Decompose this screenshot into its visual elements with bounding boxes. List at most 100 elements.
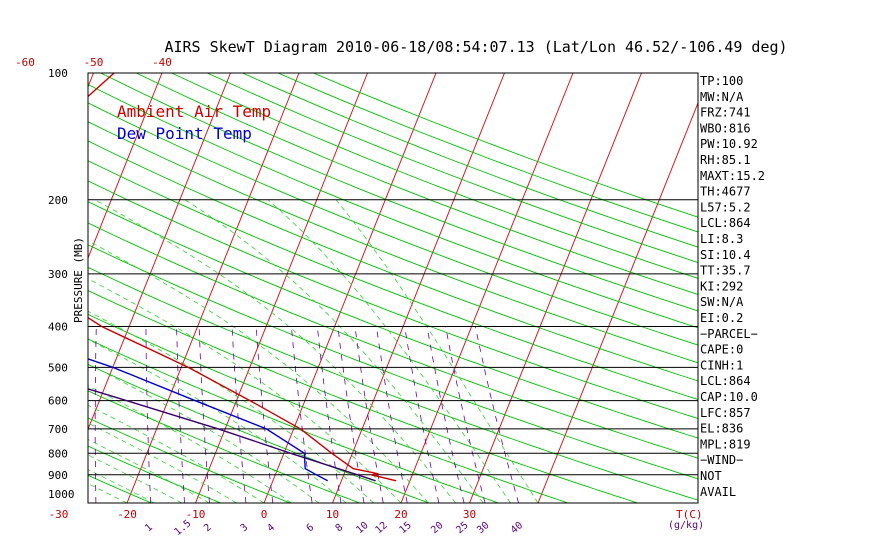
top-temp-tick-label: -50 (84, 56, 104, 69)
dewpoint-profile (88, 358, 329, 482)
index-row: KI:292 (700, 279, 743, 293)
mixing-ratio-tick-label: 2 (202, 522, 214, 534)
mixing-ratio-tick-label: 1 (143, 522, 155, 534)
isotherm-line (469, 73, 642, 503)
pressure-tick-label: 900 (48, 469, 68, 482)
moist-adiabat-line (267, 199, 511, 503)
grid-layer (0, 73, 698, 504)
mixing-ratio-tick-label: 40 (509, 520, 525, 536)
y-axis-label: PRESSURE (MB) (72, 237, 85, 323)
mixing-ratio-line (198, 326, 210, 503)
top-temp-tick-label: -60 (15, 56, 35, 69)
bottom-temp-tick-label: -10 (186, 508, 206, 521)
index-row: CAP:10.0 (700, 390, 758, 404)
mixing-ratio-line (337, 326, 365, 503)
pressure-tick-label: 600 (48, 395, 68, 408)
bottom-temp-tick-label: 30 (463, 508, 476, 521)
axes-layer: 1002003004005006007008009001000-120-110-… (15, 56, 704, 538)
mixing-ratio-line (231, 326, 247, 503)
index-row: MW:N/A (700, 90, 744, 104)
moist-adiabat-line (88, 422, 237, 503)
mixing-ratio-line (29, 327, 35, 504)
index-row: WBO:816 (700, 121, 751, 135)
mixing-ratio-line (94, 326, 97, 503)
temp-profile (88, 73, 397, 482)
moist-adiabat-line (88, 385, 292, 503)
dry-adiabat-line (88, 83, 698, 329)
mixing-ratio-tick-label: 12 (374, 520, 390, 536)
dry-adiabat-line (242, 73, 698, 248)
mixing-ratio-line (376, 326, 408, 503)
mixing-ratio-tick-label: 30 (475, 520, 491, 536)
mixing-ratio-tick-label: 3 (239, 522, 251, 534)
mixing-ratio-line (291, 326, 313, 503)
index-row: NOT (700, 469, 722, 483)
moist-adiabat-line (88, 439, 210, 503)
dry-adiabat-line (88, 390, 360, 503)
dry-adiabat-line (88, 338, 499, 503)
moist-adiabat-line (88, 310, 374, 503)
index-row: PW:10.92 (700, 137, 758, 151)
isotherm-line (537, 101, 698, 503)
dry-adiabat-line (88, 313, 569, 503)
index-row: FRZ:741 (700, 106, 751, 120)
bottom-temp-tick-label: -20 (117, 508, 137, 521)
index-row: L57:5.2 (700, 200, 751, 214)
dry-adiabat-line (0, 73, 12, 503)
isotherm-line (88, 73, 231, 431)
dry-adiabat-line (88, 121, 698, 364)
legend-dewpoint: Dew Point Temp (117, 124, 252, 143)
chart-title: AIRS SkewT Diagram 2010-06-18/08:54:07.1… (164, 38, 787, 56)
dry-adiabat-line (171, 73, 698, 279)
dry-adiabat-line (88, 266, 698, 501)
pressure-tick-label: 100 (48, 67, 68, 80)
moist-adiabat-line (94, 199, 457, 503)
dry-adiabat-line (88, 244, 698, 480)
mixing-ratio-line (426, 326, 465, 503)
mixing-ratio-line (255, 326, 274, 503)
mixing-ratio-line (404, 326, 440, 503)
dry-adiabat-line (88, 102, 698, 346)
dry-adiabat-line (88, 222, 698, 459)
moist-adiabat-line (88, 240, 429, 503)
index-row: LI:8.3 (700, 232, 743, 246)
bottom-temp-tick-label: -30 (49, 508, 69, 521)
pressure-tick-label: 700 (48, 423, 68, 436)
isotherm-line (88, 73, 163, 260)
x-axis-label: T(C) (676, 508, 703, 521)
mixing-ratio-line (474, 326, 519, 503)
mixing-ratio-label: (g/kg) (668, 520, 704, 531)
bottom-temp-tick-label: 0 (261, 508, 268, 521)
index-row: −WIND− (700, 453, 743, 467)
dry-adiabat-line (0, 73, 82, 503)
dry-adiabat-line (88, 140, 698, 382)
mixing-ratio-line (316, 326, 342, 503)
mixing-ratio-line (445, 326, 486, 503)
pressure-tick-label: 200 (48, 194, 68, 207)
top-temp-tick-label: -40 (152, 56, 172, 69)
dry-adiabat-line (88, 160, 698, 400)
legend-temp: Ambient Air Temp (117, 102, 271, 121)
legend: Ambient Air Temp Dew Point Temp (117, 102, 271, 143)
index-row: LCL:864 (700, 216, 751, 230)
index-row: SW:N/A (700, 295, 744, 309)
index-row: CINH:1 (700, 358, 743, 372)
moist-adiabat-line (335, 199, 539, 503)
pressure-tick-label: 800 (48, 447, 68, 460)
index-row: TP:100 (700, 74, 743, 88)
isotherm-line (332, 73, 505, 503)
index-row: MAXT:15.2 (700, 169, 765, 183)
dry-adiabat-line (136, 73, 698, 295)
bottom-temp-tick-label: 10 (326, 508, 339, 521)
bottom-temp-tick-label: 20 (394, 508, 407, 521)
moist-adiabat-line (88, 278, 402, 503)
index-row: TT:35.7 (700, 264, 751, 278)
mixing-ratio-tick-label: 4 (265, 522, 277, 534)
moist-adiabat-line (88, 363, 320, 503)
mixing-ratio-line (176, 326, 185, 503)
parcel-profile (88, 388, 376, 482)
profiles-layer (88, 73, 397, 482)
isotherm-line (126, 73, 300, 503)
index-row: −PARCEL− (700, 327, 758, 341)
